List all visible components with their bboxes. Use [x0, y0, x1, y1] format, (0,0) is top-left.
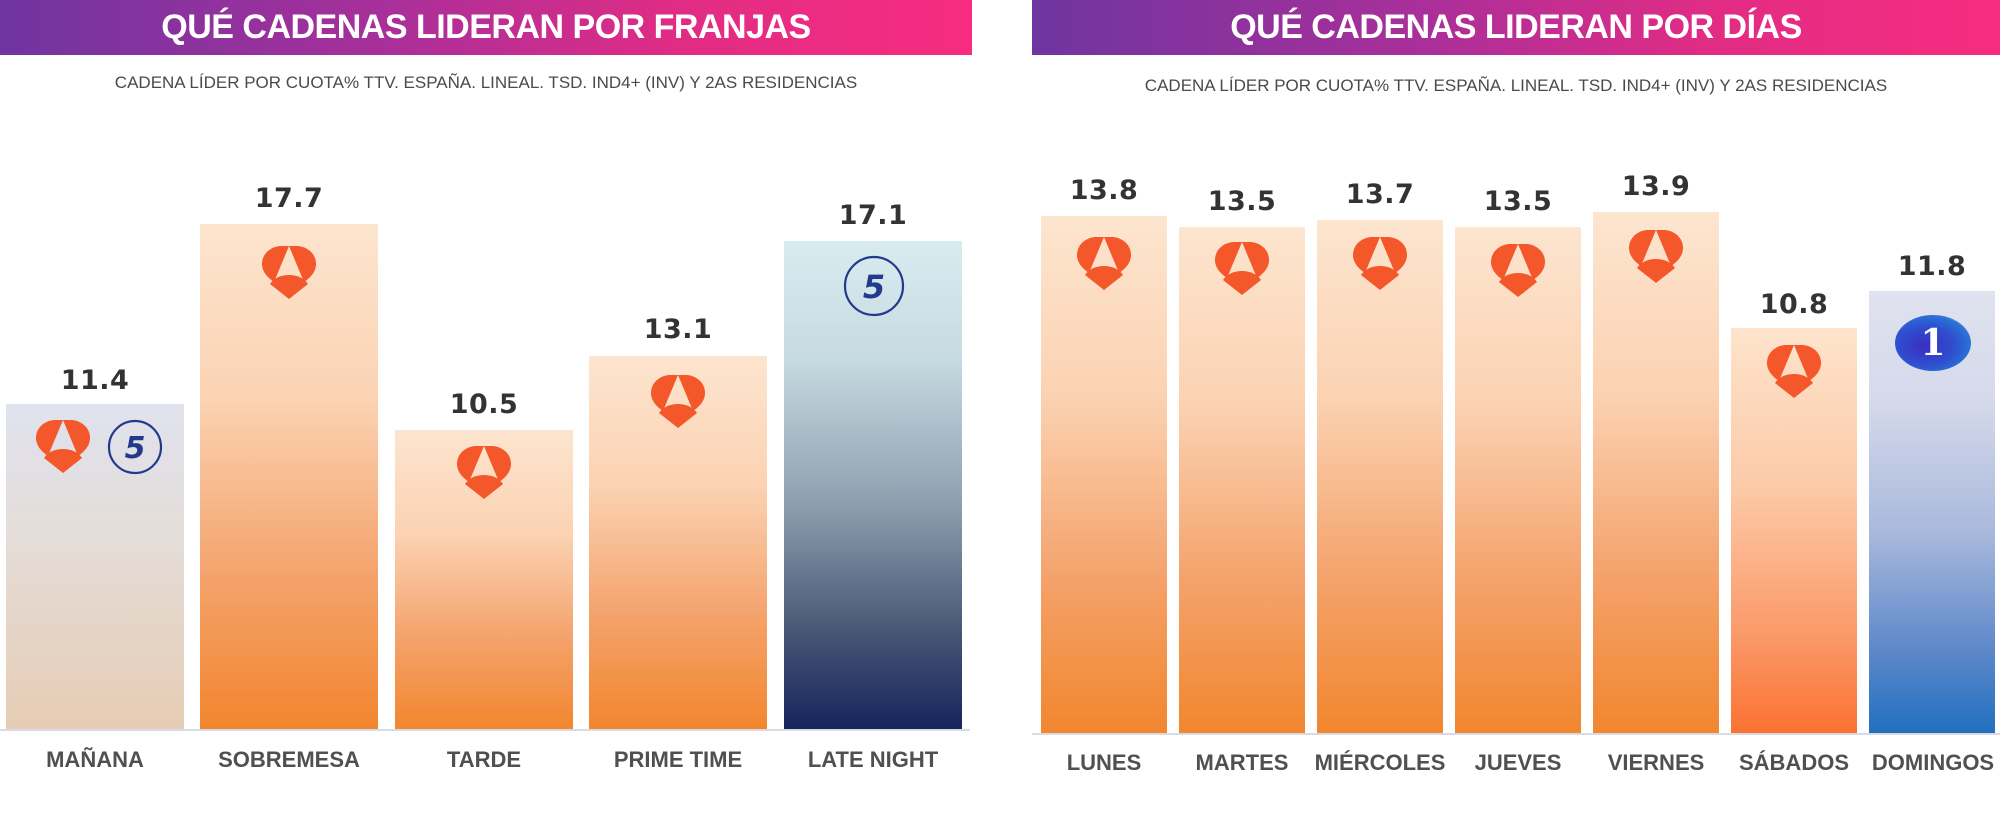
category-label-jueves: JUEVES — [1474, 750, 1562, 775]
bar-value-viernes: 13.9 — [1621, 171, 1691, 202]
bar-sobremesa — [200, 224, 378, 729]
bar-value-jueves: 13.5 — [1483, 186, 1553, 217]
bar-jueves — [1455, 227, 1581, 733]
antena3-logo-icon — [1075, 235, 1133, 291]
bar-value-sobremesa: 17.7 — [254, 183, 324, 214]
bar-prime-time — [589, 356, 767, 729]
category-label-martes: MARTES — [1195, 750, 1289, 775]
antena3-logo-icon — [260, 244, 318, 300]
category-label-manana: MAÑANA — [46, 747, 144, 772]
bar-value-martes: 13.5 — [1207, 186, 1277, 217]
x-axis-line — [0, 729, 970, 731]
category-label-sobremesa: SOBREMESA — [218, 747, 360, 772]
antena3-logo-icon — [1489, 242, 1547, 298]
category-label-viernes: VIERNES — [1607, 750, 1705, 775]
bar-value-manana: 11.4 — [60, 365, 130, 396]
category-label-late-night: LATE NIGHT — [807, 747, 939, 772]
antena3-logo-icon — [34, 418, 92, 474]
bar-late-night: 5 — [784, 241, 962, 729]
antena3-logo-icon — [649, 373, 707, 429]
bar-value-late-night: 17.1 — [838, 200, 908, 231]
category-label-tarde: TARDE — [446, 747, 522, 772]
bar-value-lunes: 13.8 — [1069, 175, 1139, 206]
chart-panel-franjas: QUÉ CADENAS LIDERAN POR FRANJAS CADENA L… — [0, 0, 972, 839]
bar-tarde — [395, 430, 573, 729]
bar-value-sabados: 10.8 — [1759, 289, 1829, 320]
bar-value-tarde: 10.5 — [449, 389, 519, 420]
chart-title-banner: QUÉ CADENAS LIDERAN POR FRANJAS — [0, 0, 972, 55]
bar-sabados — [1731, 328, 1857, 733]
chart-subtitle: CADENA LÍDER POR CUOTA% TTV. ESPAÑA. LIN… — [114, 73, 858, 92]
category-label-lunes: LUNES — [1066, 750, 1142, 775]
bar-value-miercoles: 13.7 — [1345, 179, 1415, 210]
antena3-logo-icon — [1765, 343, 1823, 399]
bar-lunes — [1041, 216, 1167, 733]
chart-title: QUÉ CADENAS LIDERAN POR FRANJAS — [161, 8, 811, 46]
chart-subtitle: CADENA LÍDER POR CUOTA% TTV. ESPAÑA. LIN… — [1144, 76, 1888, 95]
antena3-logo-icon — [455, 444, 513, 500]
bar-miercoles — [1317, 220, 1443, 733]
la1-logo-icon: 1 — [1895, 315, 1971, 371]
bar-value-prime-time: 13.1 — [643, 314, 713, 345]
category-label-domingos: DOMINGOS — [1871, 750, 1995, 775]
bar-martes — [1179, 227, 1305, 733]
svg-text:5: 5 — [125, 431, 146, 466]
x-axis-line — [1032, 733, 2000, 735]
chart-title: QUÉ CADENAS LIDERAN POR DÍAS — [1230, 8, 1802, 46]
category-label-prime-time: PRIME TIME — [613, 747, 743, 772]
telecinco-logo-icon: 5 — [106, 418, 164, 476]
bar-manana: 5 — [6, 404, 184, 729]
chart-panel-dias: QUÉ CADENAS LIDERAN POR DÍAS CADENA LÍDE… — [1032, 0, 2000, 839]
bar-value-domingos: 11.8 — [1897, 251, 1967, 282]
category-label-sabados: SÁBADOS — [1738, 750, 1849, 775]
bar-viernes — [1593, 212, 1719, 733]
category-label-miercoles: MIÉRCOLES — [1314, 750, 1446, 775]
antena3-logo-icon — [1213, 240, 1271, 296]
antena3-logo-icon — [1351, 235, 1409, 291]
svg-text:5: 5 — [863, 268, 885, 306]
antena3-logo-icon — [1627, 228, 1685, 284]
chart-title-banner: QUÉ CADENAS LIDERAN POR DÍAS — [1032, 0, 2000, 55]
telecinco-logo-icon: 5 — [843, 255, 905, 317]
bar-domingos: 1 — [1869, 291, 1995, 733]
